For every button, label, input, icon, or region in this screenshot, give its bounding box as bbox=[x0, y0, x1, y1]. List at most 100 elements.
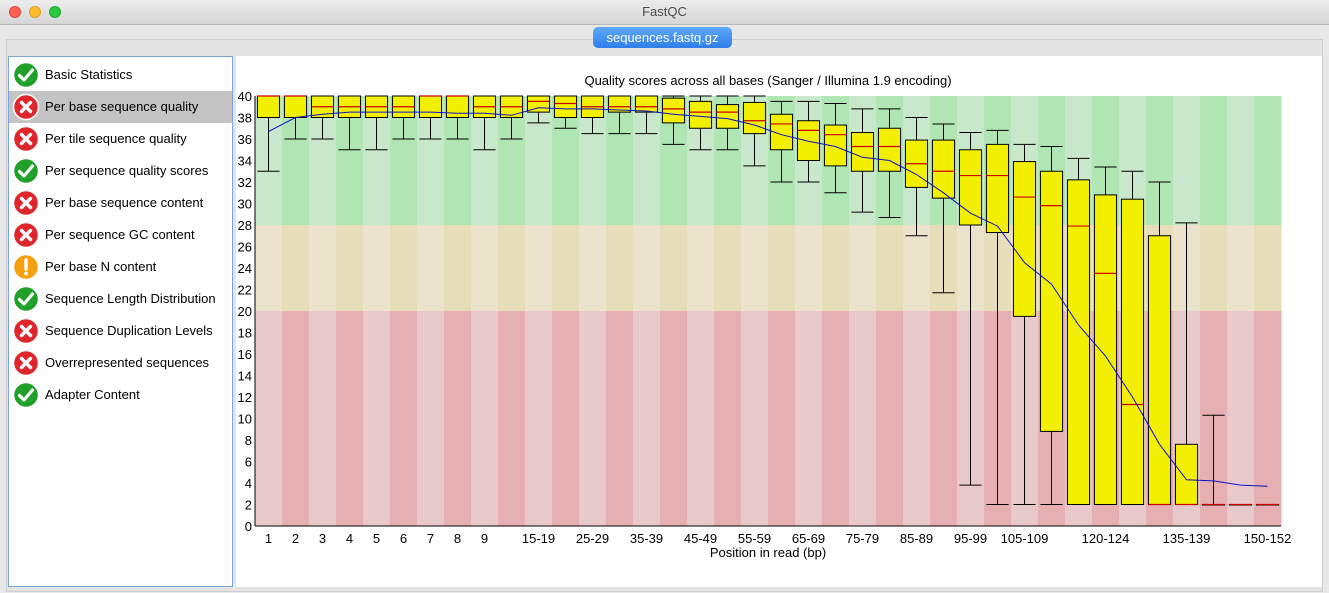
y-tick-label: 8 bbox=[245, 433, 252, 448]
sidebar-item[interactable]: Sequence Length Distribution bbox=[9, 283, 232, 315]
sidebar-item[interactable]: Per base sequence content bbox=[9, 187, 232, 219]
zone-band-reasonable bbox=[309, 225, 337, 311]
zone-band-reasonable bbox=[444, 225, 472, 311]
zone-band-poor bbox=[1227, 311, 1255, 526]
zone-band-poor bbox=[768, 311, 796, 526]
sidebar-item[interactable]: Adapter Content bbox=[9, 379, 232, 411]
iqr-box bbox=[1039, 170, 1064, 432]
sidebar-item[interactable]: Per sequence GC content bbox=[9, 219, 232, 251]
iqr-box bbox=[553, 95, 578, 118]
zone-band-reasonable bbox=[282, 225, 310, 311]
chart-panel: Quality scores across all bases (Sanger … bbox=[236, 56, 1322, 587]
zone-band-poor bbox=[336, 311, 364, 526]
zone-band-reasonable bbox=[795, 225, 823, 311]
sidebar-item[interactable]: Per base sequence quality bbox=[9, 91, 232, 123]
sidebar-item[interactable]: Per sequence quality scores bbox=[9, 155, 232, 187]
zone-band-reasonable bbox=[390, 225, 418, 311]
iqr-box bbox=[1093, 194, 1118, 505]
iqr-box bbox=[1066, 179, 1091, 505]
sidebar-item[interactable]: Per base N content bbox=[9, 251, 232, 283]
zone-band-poor bbox=[714, 311, 742, 526]
zone-band-reasonable bbox=[768, 225, 796, 311]
zone-band-poor bbox=[363, 311, 391, 526]
zone-band-reasonable bbox=[255, 225, 283, 311]
box-95-99 bbox=[958, 132, 983, 486]
sidebar-item-label: Per tile sequence quality bbox=[45, 131, 187, 146]
y-tick-label: 24 bbox=[238, 261, 252, 276]
y-tick-label: 14 bbox=[238, 369, 252, 384]
zone-band-good bbox=[1200, 96, 1228, 225]
iqr-box bbox=[877, 127, 902, 172]
chart-title: Quality scores across all bases (Sanger … bbox=[584, 73, 951, 88]
zone-band-poor bbox=[498, 311, 526, 526]
pass-check-icon bbox=[12, 61, 40, 89]
box-35-39 bbox=[634, 95, 659, 135]
sidebar-item-label: Sequence Duplication Levels bbox=[45, 323, 213, 338]
y-tick-label: 32 bbox=[238, 175, 252, 190]
zone-band-reasonable bbox=[1200, 225, 1228, 311]
x-tick-label: 9 bbox=[481, 531, 488, 546]
y-tick-label: 22 bbox=[238, 283, 252, 298]
iqr-box bbox=[1147, 235, 1172, 505]
y-tick-label: 26 bbox=[238, 240, 252, 255]
iqr-box bbox=[634, 95, 659, 113]
zone-band-reasonable bbox=[822, 225, 850, 311]
zoom-window-button[interactable] bbox=[49, 6, 61, 18]
sidebar-item-label: Per base sequence quality bbox=[45, 99, 199, 114]
zone-band-poor bbox=[687, 311, 715, 526]
zone-band-reasonable bbox=[606, 225, 634, 311]
box-135-139 bbox=[1174, 222, 1199, 506]
pass-check-icon bbox=[12, 381, 40, 409]
zone-band-reasonable bbox=[633, 225, 661, 311]
zone-band-poor bbox=[1254, 311, 1282, 526]
mean-line bbox=[268, 107, 1268, 487]
iqr-box bbox=[715, 104, 740, 129]
box-40-44 bbox=[661, 95, 686, 145]
y-tick-label: 0 bbox=[245, 519, 252, 534]
box-20-24 bbox=[553, 95, 578, 129]
zone-band-poor bbox=[390, 311, 418, 526]
y-tick-label: 40 bbox=[238, 89, 252, 104]
box-50-54 bbox=[715, 95, 740, 151]
zone-band-poor bbox=[579, 311, 607, 526]
box-9 bbox=[472, 95, 497, 151]
zone-band-poor bbox=[255, 311, 283, 526]
iqr-box bbox=[1174, 443, 1199, 505]
file-tab[interactable]: sequences.fastq.gz bbox=[593, 27, 732, 48]
zone-band-reasonable bbox=[336, 225, 364, 311]
iqr-box bbox=[1120, 198, 1145, 505]
y-tick-label: 2 bbox=[245, 498, 252, 513]
box-45-49 bbox=[688, 95, 713, 151]
zone-band-reasonable bbox=[660, 225, 688, 311]
zone-band-poor bbox=[417, 311, 445, 526]
zone-band-poor bbox=[525, 311, 553, 526]
box-145-149 bbox=[1228, 503, 1253, 506]
iqr-box bbox=[958, 149, 983, 226]
sidebar-item[interactable]: Basic Statistics bbox=[9, 59, 232, 91]
sidebar-item[interactable]: Overrepresented sequences bbox=[9, 347, 232, 379]
fail-cross-icon bbox=[12, 125, 40, 153]
sidebar-item[interactable]: Per tile sequence quality bbox=[9, 123, 232, 155]
fail-cross-icon bbox=[12, 93, 40, 121]
zone-band-poor bbox=[822, 311, 850, 526]
close-window-button[interactable] bbox=[9, 6, 21, 18]
box-70-74 bbox=[823, 103, 848, 194]
box-30-34 bbox=[607, 95, 632, 135]
zone-band-poor bbox=[633, 311, 661, 526]
iqr-box bbox=[607, 95, 632, 113]
y-tick-label: 34 bbox=[238, 154, 252, 169]
zone-band-reasonable bbox=[471, 225, 499, 311]
sidebar-item[interactable]: Sequence Duplication Levels bbox=[9, 315, 232, 347]
minimize-window-button[interactable] bbox=[29, 6, 41, 18]
zone-band-reasonable bbox=[525, 225, 553, 311]
pass-check-icon bbox=[12, 285, 40, 313]
box-125-129 bbox=[1120, 170, 1145, 505]
zone-band-reasonable bbox=[687, 225, 715, 311]
iqr-box bbox=[769, 113, 794, 151]
x-tick-label: 135-139 bbox=[1163, 531, 1211, 546]
box-75-79 bbox=[850, 108, 875, 213]
warning-icon bbox=[12, 253, 40, 281]
box-55-59 bbox=[742, 95, 767, 167]
zone-band-poor bbox=[471, 311, 499, 526]
box-85-89 bbox=[904, 117, 929, 237]
